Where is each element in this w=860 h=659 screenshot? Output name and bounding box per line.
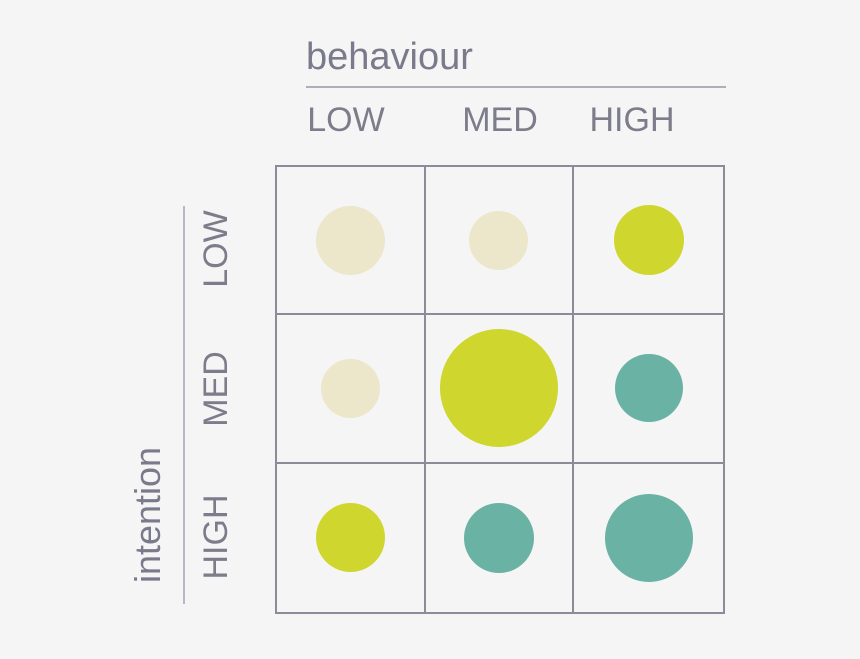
col-header-low: LOW <box>307 101 385 139</box>
bubble-high-high <box>604 493 693 582</box>
matrix-cell-med-low <box>277 315 426 464</box>
y-axis-title: intention <box>127 446 168 584</box>
matrix-grid <box>275 165 725 614</box>
row-header-low: LOW <box>197 210 235 288</box>
row-header-med: MED <box>197 351 235 427</box>
matrix-cell-low-high <box>574 167 723 316</box>
matrix-cell-high-med <box>426 463 575 612</box>
bubble-med-med <box>439 329 558 448</box>
y-axis-line <box>183 206 185 604</box>
bubble-low-med <box>469 210 529 270</box>
bubble-high-med <box>463 502 534 573</box>
matrix-cell-med-med <box>425 315 575 464</box>
bubble-med-low <box>320 358 380 418</box>
x-axis-line <box>306 86 726 88</box>
row-header-high: HIGH <box>197 494 235 580</box>
col-header-high: HIGH <box>589 101 675 139</box>
matrix-cell-low-low <box>277 167 426 316</box>
bubble-low-low <box>315 205 385 275</box>
matrix-cell-high-high <box>574 464 723 612</box>
matrix-cell-low-med <box>425 167 575 316</box>
matrix-cell-high-low <box>277 463 426 612</box>
col-header-med: MED <box>462 101 538 139</box>
bubble-low-high <box>613 205 684 276</box>
bubble-high-low <box>315 503 385 573</box>
bubble-med-high <box>614 354 683 423</box>
matrix-cell-med-high <box>574 315 723 464</box>
x-axis-title: behaviour <box>306 36 473 78</box>
